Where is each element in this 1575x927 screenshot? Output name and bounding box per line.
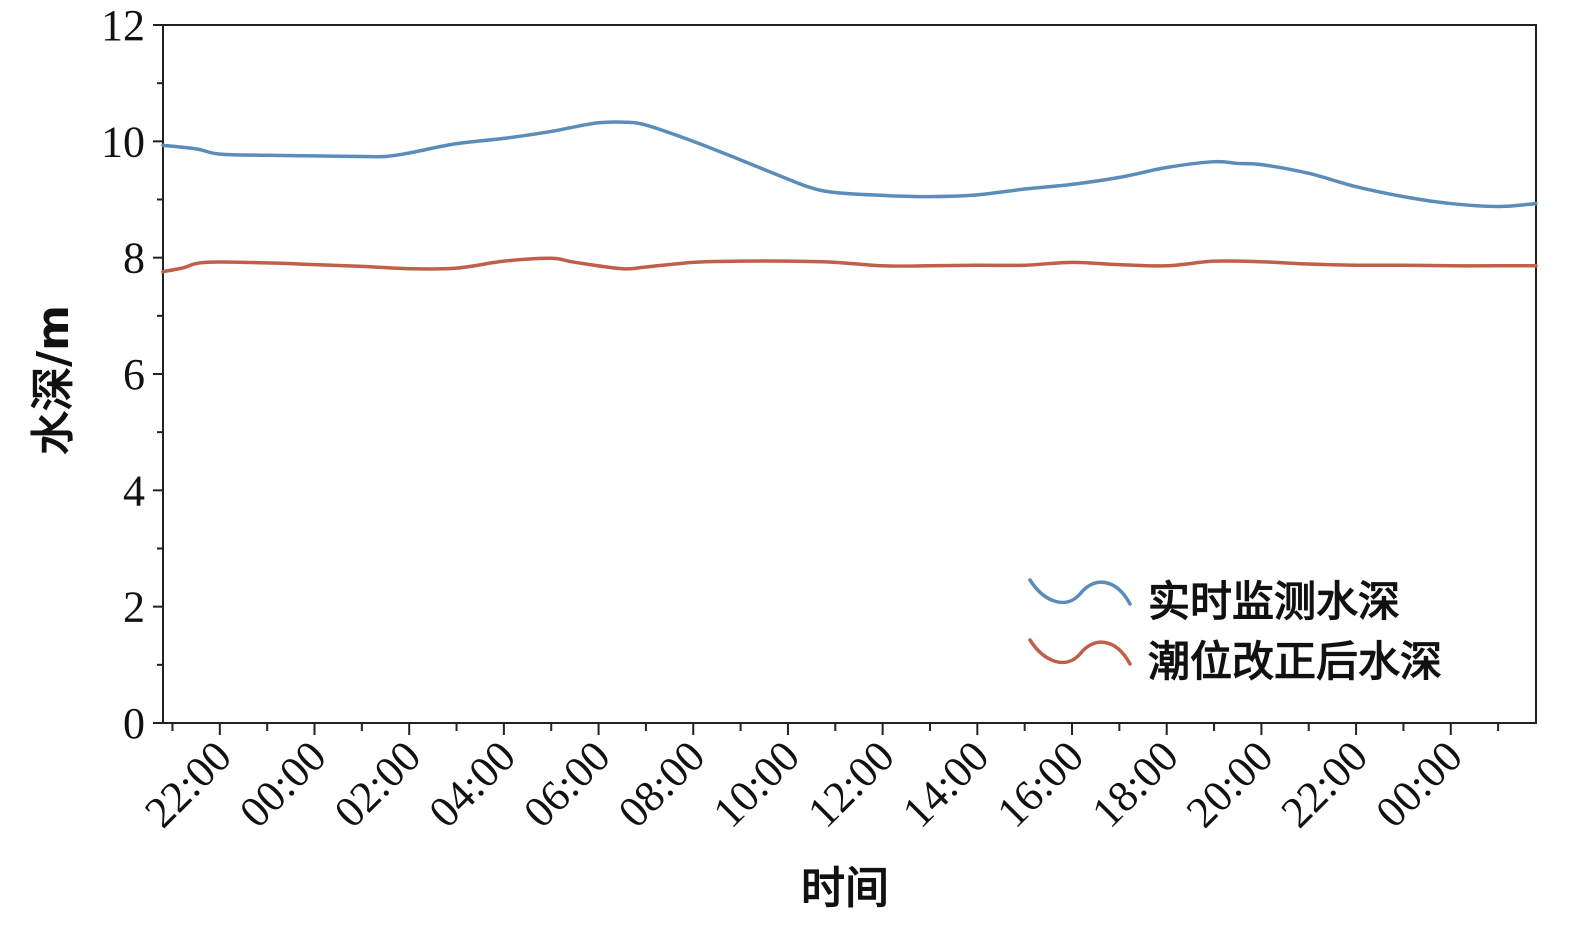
legend-swatch-2: [1028, 638, 1132, 666]
x-tick-label: 12:00: [798, 731, 904, 837]
x-tick-label: 10:00: [703, 731, 809, 837]
x-tick-label: 02:00: [325, 731, 431, 837]
y-tick-label: 4: [123, 466, 145, 515]
x-tick-label: 20:00: [1177, 731, 1283, 837]
y-axis: 0 2 4 6 8 10 12: [101, 1, 163, 748]
x-axis-title: 时间: [801, 863, 889, 914]
x-tick-label: 14:00: [893, 731, 999, 837]
x-tick-label: 22:00: [1272, 731, 1378, 837]
x-tick-label: 22:00: [135, 731, 241, 837]
y-tick-label: 12: [101, 1, 145, 50]
y-axis-title: 水深/m: [28, 305, 79, 455]
x-tick-label: 16:00: [988, 731, 1094, 837]
x-tick-label: 18:00: [1082, 731, 1188, 837]
x-tick-label: 00:00: [1366, 731, 1472, 837]
x-tick-label: 06:00: [514, 731, 620, 837]
legend-swatch-1: [1028, 578, 1132, 606]
series-line-1: [161, 120, 1538, 209]
y-tick-label: 2: [123, 583, 145, 632]
legend-label-1: 实时监测水深: [1148, 577, 1400, 626]
x-tick-label: 00:00: [230, 731, 336, 837]
series-line-2: [161, 256, 1538, 274]
series-layer: [161, 120, 1538, 274]
x-axis: 22:0000:0002:0004:0006:0008:0010:0012:00…: [135, 723, 1500, 837]
x-tick-label: 08:00: [609, 731, 715, 837]
y-tick-label: 8: [123, 234, 145, 283]
y-tick-label: 10: [101, 117, 145, 166]
legend-label-2: 潮位改正后水深: [1148, 637, 1442, 686]
x-tick-label: 04:00: [419, 731, 525, 837]
y-tick-label: 6: [123, 350, 145, 399]
y-tick-label: 0: [123, 699, 145, 748]
